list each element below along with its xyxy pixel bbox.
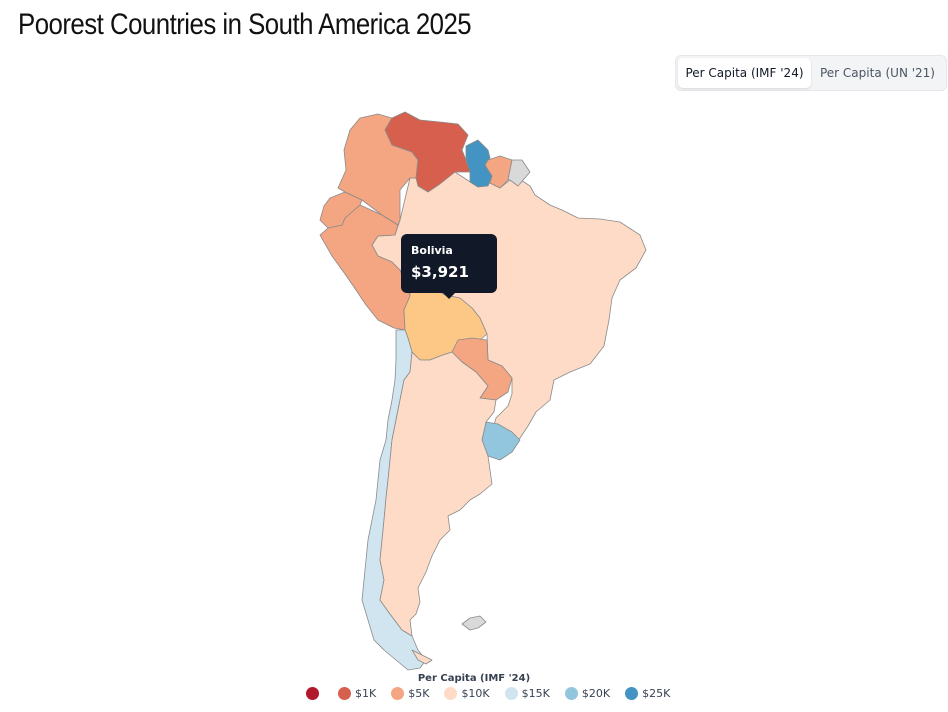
country-argentina-tierra-del-fuego[interactable] (411, 649, 433, 665)
legend-swatch (338, 687, 351, 700)
legend-label: $15K (521, 687, 550, 700)
legend-item: $15K (504, 687, 550, 700)
legend-swatch (564, 687, 578, 700)
legend-item (306, 687, 323, 700)
legend-label: $10K (461, 687, 490, 700)
legend-label: $25K (642, 687, 671, 700)
legend-item: $10K (444, 687, 490, 700)
legend-label: $20K (581, 687, 611, 700)
country-tooltip: Bolivia $3,921 (401, 234, 497, 299)
tooltip-value: $3,921 (411, 263, 469, 281)
legend-label: $5K (408, 687, 430, 700)
legend: $1K $5K $10K $15K $20K $25K (306, 687, 685, 700)
country-suriname[interactable] (484, 155, 513, 189)
tooltip-country-name: Bolivia (411, 244, 453, 257)
country-falkland-islands[interactable] (461, 615, 487, 631)
legend-item: $5K (391, 687, 429, 700)
country-argentina[interactable] (379, 351, 497, 637)
legend-swatch (391, 687, 405, 700)
country-venezuela[interactable] (384, 111, 471, 193)
country-french-guiana[interactable] (507, 159, 531, 187)
page-title: Poorest Countries in South America 2025 (18, 8, 472, 41)
legend-item: $1K (338, 687, 376, 700)
toggle-un-21[interactable]: Per Capita (UN '21) (819, 66, 935, 80)
metric-toggle: Per Capita (IMF '24) Per Capita (UN '21) (675, 55, 947, 91)
legend-swatch (625, 687, 639, 700)
legend-swatch (444, 687, 458, 700)
legend-item: $25K (625, 687, 670, 700)
toggle-imf-24[interactable]: Per Capita (IMF '24) (678, 58, 811, 88)
legend-swatch (504, 687, 518, 700)
legend-swatch (306, 687, 319, 700)
legend-item: $20K (564, 687, 611, 700)
legend-title: Per Capita (IMF '24) (417, 673, 531, 684)
country-guyana[interactable] (465, 139, 493, 188)
legend-label: $1K (355, 687, 377, 700)
